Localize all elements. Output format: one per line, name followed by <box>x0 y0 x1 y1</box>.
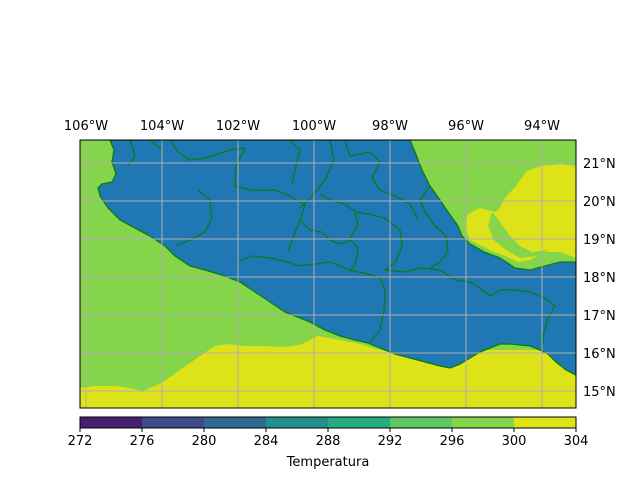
lon-label: 96°W <box>448 119 484 134</box>
colorbar-segment <box>142 417 205 428</box>
colorbar-tick-label: 292 <box>378 434 403 449</box>
land-mass <box>97 140 576 376</box>
map-frame <box>79 139 577 409</box>
colorbar-tick-label: 276 <box>130 434 155 449</box>
colorbar-tick-label: 288 <box>316 434 341 449</box>
lon-label: 100°W <box>292 119 336 134</box>
gridlines <box>80 140 576 408</box>
lon-label: 102°W <box>216 119 260 134</box>
temperature-field-296-300-strip <box>488 212 548 258</box>
lon-label: 104°W <box>140 119 184 134</box>
colorbar-tick-label: 304 <box>564 434 589 449</box>
colorbar-segment <box>514 417 577 428</box>
colorbar-segment <box>452 417 515 428</box>
colorbar <box>79 416 577 432</box>
lon-label: 98°W <box>372 119 408 134</box>
lat-label: 20°N <box>583 195 616 210</box>
lon-label: 94°W <box>524 119 560 134</box>
colorbar-tick-label: 300 <box>502 434 527 449</box>
lat-label: 16°N <box>583 347 616 362</box>
lat-label: 17°N <box>583 309 616 324</box>
colorbar-tick-label: 272 <box>68 434 93 449</box>
colorbar-ticks: 272 276 280 284 288 292 296 300 304 <box>68 434 589 449</box>
lat-label: 21°N <box>583 157 616 172</box>
colorbar-segment <box>204 417 267 428</box>
temperature-field-300-304-gulf <box>465 164 576 262</box>
lat-label: 15°N <box>583 385 616 400</box>
latitude-labels: 21°N 20°N 19°N 18°N 17°N 16°N 15°N <box>583 157 616 400</box>
lat-label: 18°N <box>583 271 616 286</box>
state-borders <box>127 140 556 349</box>
colorbar-tick-label: 296 <box>440 434 465 449</box>
lat-label: 19°N <box>583 233 616 248</box>
colorbar-segment <box>328 417 391 428</box>
colorbar-segment <box>390 417 453 428</box>
colorbar-segment <box>266 417 329 428</box>
colorbar-tick-label: 280 <box>192 434 217 449</box>
colorbar-tick-label: 284 <box>254 434 279 449</box>
colorbar-segment <box>80 417 143 428</box>
colorbar-label: Temperatura <box>286 455 370 470</box>
map-plot-area <box>80 140 576 408</box>
lon-label: 106°W <box>64 119 108 134</box>
longitude-labels: 106°W 104°W 102°W 100°W 98°W 96°W 94°W <box>64 119 560 134</box>
